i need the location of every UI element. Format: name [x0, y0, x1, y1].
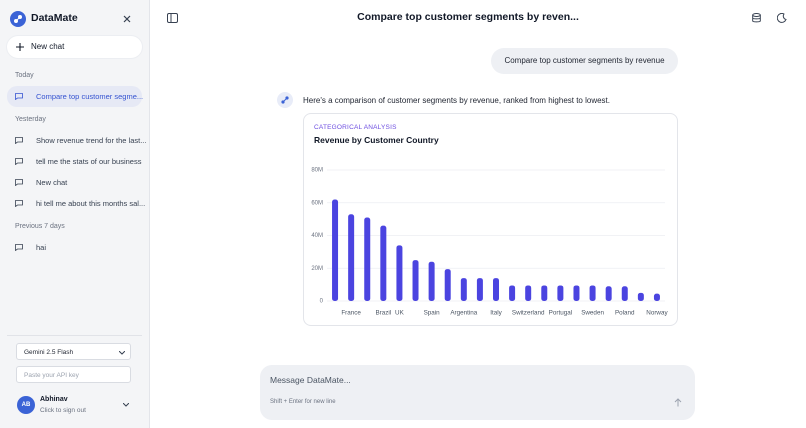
bar — [348, 214, 355, 301]
user-name: Abhinav — [40, 396, 68, 403]
model-select[interactable]: Gemini 2.5 Flash — [16, 343, 131, 360]
toggle-sidebar[interactable] — [167, 13, 178, 23]
bar — [541, 285, 548, 301]
composer-placeholder: Message DataMate... — [270, 375, 351, 385]
send-button[interactable] — [674, 398, 682, 407]
chat-item[interactable]: New chat — [7, 172, 142, 193]
bar — [380, 225, 387, 301]
y-tick-label: 40M — [311, 233, 323, 239]
chart: 0 20M 40M 60M 80M France Brazil UK Spain Argentin… — [311, 168, 668, 317]
new-chat-label: New chat — [31, 42, 65, 51]
bar — [412, 260, 419, 301]
x-tick-label: Brazil — [375, 310, 391, 317]
plus-icon — [16, 43, 24, 51]
group-label: Today — [15, 72, 34, 79]
x-tick-label: UK — [395, 310, 405, 317]
assistant-avatar — [277, 92, 293, 108]
chat-icon — [15, 93, 23, 100]
y-tick-label: 20M — [311, 266, 323, 272]
close-sidebar[interactable] — [123, 15, 131, 23]
x-tick-label: Portugal — [549, 310, 572, 317]
bar — [396, 245, 403, 301]
api-key-input[interactable]: Paste your API key — [16, 366, 131, 383]
history-group: Previous 7 days hai — [0, 220, 149, 258]
bar — [525, 285, 532, 301]
group-label: Previous 7 days — [15, 223, 65, 230]
chat-item[interactable]: tell me the stats of our business — [7, 151, 142, 172]
chat-icon — [15, 158, 23, 165]
bar — [557, 285, 564, 301]
bar — [332, 199, 339, 301]
model-name: Gemini 2.5 Flash — [24, 349, 74, 356]
bar — [476, 278, 483, 301]
composer[interactable]: Message DataMate... Shift + Enter for ne… — [260, 365, 695, 420]
chat-item[interactable]: hi tell me about this months sal... — [7, 193, 145, 214]
assistant-message: Here's a comparison of customer segments… — [303, 96, 611, 105]
bar — [589, 285, 596, 301]
chat-icon — [15, 179, 23, 186]
chat-icon — [15, 137, 23, 144]
chart-kicker: CATEGORICAL ANALYSIS — [314, 124, 397, 131]
bar — [637, 292, 644, 301]
history-group: Today Compare top customer segme... — [0, 69, 149, 107]
user-message: Compare top customer segments by revenue — [491, 48, 678, 74]
new-chat-button[interactable]: New chat — [7, 36, 142, 58]
bar — [364, 217, 371, 301]
theme-toggle[interactable] — [777, 13, 787, 23]
api-key-placeholder: Paste your API key — [24, 372, 79, 379]
chat-icon — [15, 244, 23, 251]
database-button[interactable] — [752, 13, 761, 23]
history-group: Yesterday Show revenue trend for the last… — [0, 113, 149, 214]
user-avatar: AB — [17, 396, 35, 414]
brand-name: DataMate — [31, 12, 78, 24]
composer-hint: Shift + Enter for new line — [270, 399, 336, 405]
chat-item[interactable]: Compare top customer segme... — [7, 86, 143, 107]
y-tick-label: 60M — [311, 200, 323, 206]
bar — [621, 286, 628, 301]
brand-logo — [10, 11, 26, 27]
y-tick-label: 0 — [320, 299, 324, 305]
chat-icon — [15, 200, 23, 207]
bar — [653, 293, 660, 301]
bar — [460, 278, 467, 301]
bar — [493, 278, 499, 301]
chart-title: Revenue by Customer Country — [314, 135, 439, 145]
x-tick-label: Spain — [424, 310, 441, 317]
bar — [509, 285, 516, 301]
sidebar: DataMate New chat Today Compare top custo… — [0, 0, 150, 428]
divider — [7, 335, 142, 336]
user-menu-chevron[interactable] — [123, 403, 129, 407]
bar — [428, 261, 435, 301]
x-tick-label: Italy — [490, 310, 502, 317]
bar — [444, 269, 451, 301]
x-tick-label: France — [341, 310, 361, 317]
x-tick-label: Poland — [615, 310, 635, 317]
chat-item[interactable]: Show revenue trend for the last... — [7, 130, 146, 151]
chat-history: Today Compare top customer segme... Yester… — [0, 63, 149, 258]
chat-item[interactable]: hai — [7, 237, 142, 258]
chevron — [119, 351, 125, 355]
bar — [573, 285, 580, 301]
x-tick-label: Switzerland — [512, 310, 545, 317]
y-tick-label: 80M — [311, 168, 323, 174]
chart-card: CATEGORICAL ANALYSIS Revenue by Customer… — [303, 113, 678, 326]
x-tick-label: Sweden — [581, 310, 604, 317]
x-tick-label: Norway — [646, 310, 668, 317]
x-tick-label: Argentina — [450, 310, 477, 317]
sign-out[interactable]: Click to sign out — [40, 407, 86, 414]
bar — [605, 286, 612, 301]
conversation-title: Compare top customer segments by reven..… — [357, 11, 579, 23]
group-label: Yesterday — [15, 116, 46, 123]
